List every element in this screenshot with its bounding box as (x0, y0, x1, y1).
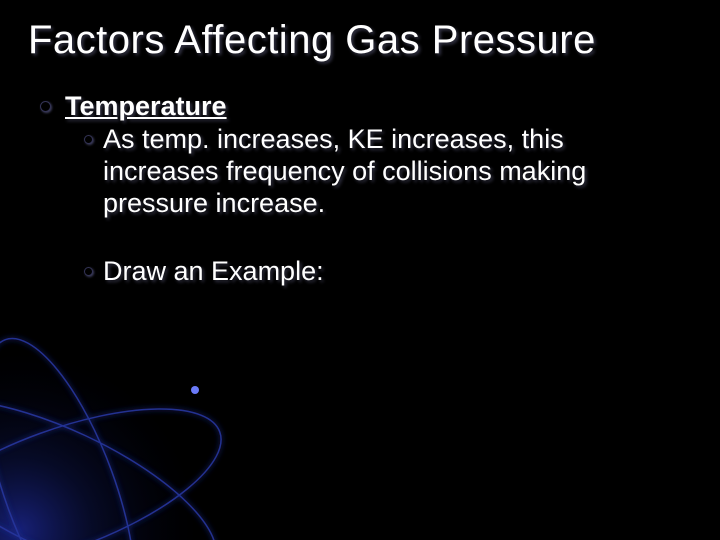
bullet-level1: Temperature (40, 91, 692, 122)
bullet-body: Draw an Example: (103, 256, 324, 288)
bullet-level2: As temp. increases, KE increases, this i… (84, 124, 684, 220)
bullet-icon (40, 101, 51, 112)
bullet-heading: Temperature (65, 91, 227, 122)
bullet-body: As temp. increases, KE increases, this i… (103, 124, 684, 220)
slide-title: Factors Affecting Gas Pressure (28, 18, 692, 63)
bullet-level2: Draw an Example: (84, 256, 684, 288)
slide: Factors Affecting Gas Pressure Temperatu… (0, 0, 720, 540)
bullet-icon (84, 267, 93, 276)
bullet-icon (84, 135, 93, 144)
